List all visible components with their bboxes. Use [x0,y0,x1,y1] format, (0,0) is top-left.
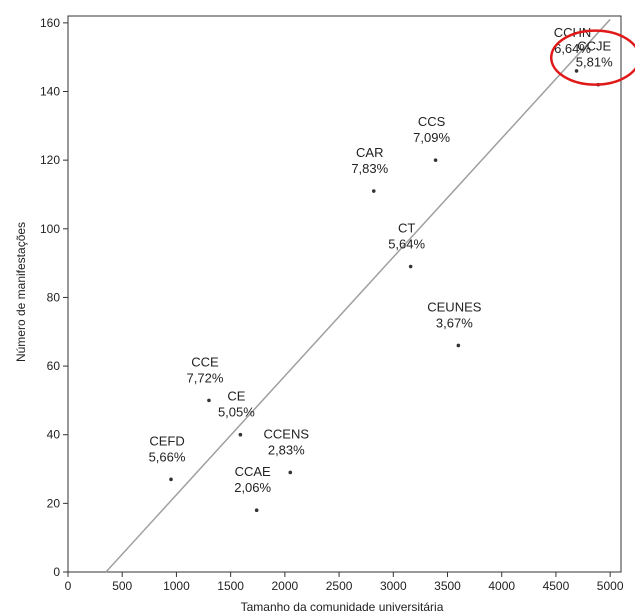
point-name-label: CEFD [149,433,184,448]
x-tick-label: 1000 [163,579,190,593]
x-tick-label: 3000 [380,579,407,593]
x-tick-label: 3500 [434,579,461,593]
data-point [408,264,413,269]
y-tick-label: 100 [40,222,60,236]
trend-line [105,18,611,573]
y-axis-title: Número de manifestações [14,222,28,362]
data-point-group: CT5,64% [388,221,426,269]
y-tick-label: 60 [47,359,61,373]
data-point [169,477,173,482]
plot-frame [67,15,622,573]
data-point [254,508,259,513]
y-tick-label: 40 [47,428,61,442]
x-tick-label: 5000 [597,579,624,593]
x-tick-label: 0 [65,579,72,593]
point-name-label: CCENS [264,426,310,441]
x-tick-label: 4000 [488,579,515,593]
x-tick-label: 4500 [543,579,570,593]
point-name-label: CCHN [554,25,592,40]
x-tick-label: 1500 [217,579,244,593]
x-tick-label: 500 [112,579,132,593]
point-name-label: CAR [356,145,383,160]
point-name-label: CCAE [235,464,271,479]
y-tick-label: 0 [53,565,60,579]
data-point [574,69,579,73]
trend-layer [105,18,611,573]
point-value-label: 2,06% [234,480,271,495]
x-tick-label: 2000 [272,579,299,593]
highlight-circle [549,29,635,86]
point-value-label: 5,05% [218,405,255,420]
point-value-label: 2,83% [268,442,305,457]
data-point [288,470,293,475]
point-name-label: CCE [191,354,219,369]
point-value-label: 7,72% [187,370,224,385]
y-tick-label: 80 [47,290,61,304]
data-point-group: CE5,05% [218,389,255,437]
point-value-label: 6,64% [554,41,591,56]
point-name-label: CEUNES [427,299,482,314]
point-name-label: CCJE [577,39,611,54]
point-name-label: CE [227,389,245,404]
x-tick-label: 2500 [326,579,353,593]
data-point [207,398,211,403]
axes: 0 500 1000 1500 2000 2500 3000 3500 4000 4500 5000… [40,15,624,593]
y-tick-label: 20 [47,496,61,510]
point-value-label: 5,66% [149,449,186,464]
point-value-label: 3,67% [436,315,473,330]
point-value-label: 7,83% [351,161,388,176]
point-value-label: 7,09% [413,130,450,145]
data-point [238,432,243,437]
y-tick-label: 140 [40,85,60,99]
point-value-label: 5,64% [388,237,425,252]
data-point [433,158,438,162]
point-name-label: CCS [418,114,446,129]
data-point [456,343,461,348]
y-tick-label: 120 [40,153,60,167]
point-value-label: 5,81% [576,55,613,70]
data-point [371,189,376,193]
x-axis-title: Tamanho da comunidade universitária [241,600,444,614]
point-name-label: CT [398,221,415,236]
y-tick-label: 160 [40,16,60,30]
